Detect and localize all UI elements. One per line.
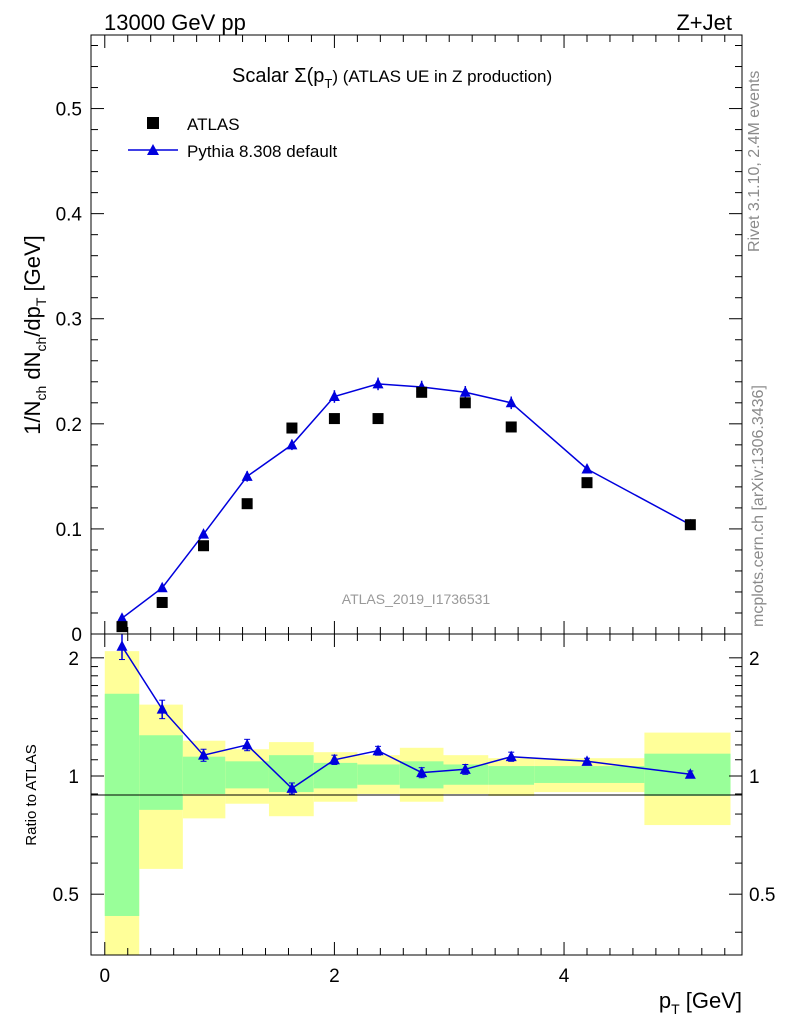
ratio-inner-band	[357, 764, 400, 785]
pythia-point	[241, 470, 253, 481]
legend-atlas-label: ATLAS	[187, 115, 240, 134]
ratio-y-tick-label-left: 2	[68, 649, 79, 670]
main-y-tick-label: 0.4	[56, 205, 83, 226]
x-tick-label: 0	[99, 966, 110, 987]
ratio-y-tick-label-left: 1	[68, 767, 79, 788]
atlas-point	[328, 413, 340, 425]
ratio-point	[459, 763, 471, 774]
pythia-point	[459, 386, 471, 397]
ratio-point	[241, 738, 253, 750]
ratio-inner-band	[104, 693, 140, 916]
chart-title: Scalar Σ(pT) (ATLAS UE in Z production)	[232, 65, 552, 91]
ratio-point	[198, 749, 210, 760]
ratio-plot-frame	[90, 633, 743, 956]
pythia-point	[581, 463, 593, 474]
ratio-inner-band	[139, 735, 183, 810]
legend-pythia-marker	[147, 144, 159, 155]
mcplots-credit-text: mcplots.cern.ch [arXiv:1306.3436]	[750, 385, 767, 627]
header-left: 13000 GeV pp	[104, 10, 246, 35]
ratio-tick-labels: 0.5 0.5 1 1 2 2 0 2 4	[53, 649, 776, 987]
x-tick-label: 4	[559, 966, 570, 987]
ratio-point	[116, 640, 128, 651]
ratio-inner-band	[225, 761, 269, 789]
legend-pythia-label: Pythia 8.308 default	[187, 142, 338, 161]
pythia-point	[116, 612, 128, 623]
ratio-point	[286, 782, 298, 793]
atlas-point	[684, 519, 696, 531]
ratio-inner-band	[488, 766, 535, 785]
atlas-point	[416, 386, 428, 398]
ratio-axis-ticks	[91, 634, 742, 955]
ratio-uncertainty-bands	[104, 651, 731, 955]
ratio-point	[505, 750, 517, 762]
atlas-point	[286, 422, 298, 434]
legend: ATLAS Pythia 8.308 default	[128, 115, 338, 161]
main-y-tick-label: 0.1	[56, 520, 82, 541]
ratio-y-axis-label: Ratio to ATLAS	[23, 744, 40, 845]
atlas-point	[459, 397, 471, 409]
main-y-tick-label: 0.5	[56, 100, 82, 121]
rivet-version-text: Rivet 3.1.10, 2.4M events	[746, 71, 763, 252]
main-plot-marks	[116, 377, 696, 633]
main-y-tick-label: 0	[71, 625, 82, 646]
ratio-y-tick-label-right: 0.5	[749, 885, 775, 906]
ratio-plot-marks	[116, 633, 696, 795]
ratio-y-tick-label-right: 1	[749, 767, 760, 788]
pythia-point	[372, 377, 384, 389]
main-y-tick-label: 0.3	[56, 310, 82, 331]
atlas-point	[156, 596, 168, 608]
analysis-watermark: ATLAS_2019_I1736531	[342, 591, 491, 607]
atlas-point	[372, 413, 384, 425]
ratio-y-tick-label-left: 0.5	[53, 885, 79, 906]
pythia-point	[328, 390, 340, 402]
ratio-inner-band	[182, 756, 226, 794]
main-y-axis-label: 1/Nch dNch/dpT [GeV]	[20, 235, 49, 435]
atlas-point	[241, 498, 253, 510]
ratio-point	[581, 755, 593, 766]
atlas-point	[581, 477, 593, 489]
ratio-point	[156, 703, 168, 714]
pythia-point	[198, 528, 210, 539]
header-right: Z+Jet	[676, 10, 732, 35]
legend-atlas-marker	[147, 117, 159, 129]
ratio-series-line	[121, 645, 691, 790]
ratio-inner-band	[313, 762, 358, 789]
ratio-point	[328, 753, 340, 765]
x-axis-label: pT [GeV]	[659, 988, 742, 1017]
pythia-point	[156, 581, 168, 593]
main-y-tick-labels: 0 0.1 0.2 0.3 0.4 0.5	[56, 100, 83, 646]
main-axis-ticks	[91, 35, 742, 635]
pythia-point	[286, 438, 298, 450]
ratio-point	[416, 766, 428, 778]
ratio-y-tick-label-right: 2	[749, 649, 760, 670]
ratio-point	[684, 768, 696, 779]
ratio-point	[372, 744, 384, 756]
atlas-point	[505, 421, 517, 433]
pythia-point	[505, 396, 517, 408]
ratio-inner-band	[534, 766, 645, 783]
atlas-point	[198, 540, 210, 552]
main-y-tick-label: 0.2	[56, 415, 82, 436]
atlas-point	[116, 621, 128, 633]
main-plot-panel: 0 0.1 0.2 0.3 0.4 0.5 Scalar Σ(pT) (ATLAS UE …	[20, 34, 743, 646]
pythia-series-line	[121, 383, 691, 619]
ratio-plot-panel: 0.5 0.5 1 1 2 2 0 2 4 Ratio to ATLAS pT [GeV]	[23, 633, 776, 1017]
x-tick-label: 2	[329, 966, 340, 987]
